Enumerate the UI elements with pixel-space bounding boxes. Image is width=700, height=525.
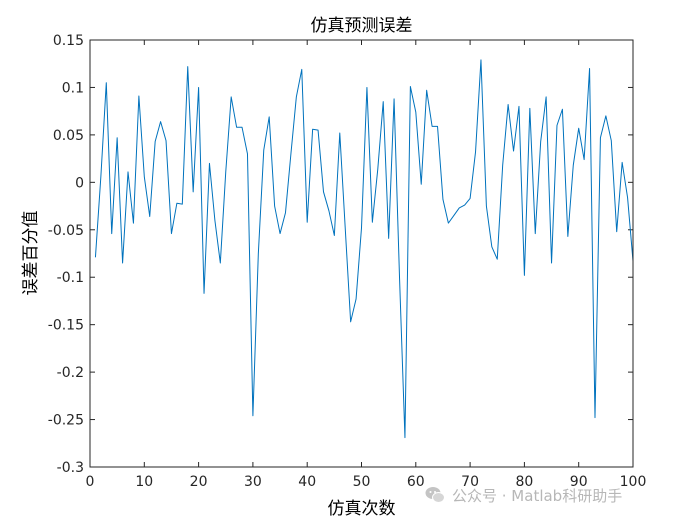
x-axis-label: 仿真次数: [328, 499, 396, 519]
x-tick-label: 10: [135, 474, 153, 490]
x-tick-label: 60: [407, 474, 425, 490]
x-tick-label: 100: [620, 474, 647, 490]
y-tick-label: -0.2: [57, 365, 84, 381]
x-tick-label: 30: [244, 474, 262, 490]
y-tick-label: -0.25: [48, 413, 84, 429]
y-axis-label: 误差百分值: [21, 211, 41, 296]
y-tick-label: 0.15: [53, 33, 84, 49]
axes-box: [89, 39, 634, 468]
series-line: [94, 59, 634, 439]
watermark-text: 公众号 · Matlab科研助手: [452, 486, 623, 505]
plot-area: [90, 40, 633, 467]
x-tick-label: 50: [353, 474, 371, 490]
x-tick-label: 20: [190, 474, 208, 490]
y-tick-label: 0.1: [62, 80, 84, 96]
x-tick-label: 0: [86, 474, 95, 490]
wechat-icon: [425, 487, 445, 503]
y-tick-label: -0.1: [57, 270, 84, 286]
y-tick-label: -0.15: [48, 318, 84, 334]
x-tick-label: 70: [461, 474, 479, 490]
x-tick-label: 40: [298, 474, 316, 490]
watermark: 公众号 · Matlab科研助手: [424, 483, 622, 507]
y-tick-label: 0.05: [53, 128, 84, 144]
y-tick-label: -0.05: [48, 223, 84, 239]
x-tick-label: 80: [515, 474, 533, 490]
x-tick-label: 90: [570, 474, 588, 490]
y-tick-label: -0.3: [57, 460, 84, 476]
tick-labels: 0 10 20 30 40 50 60 70 80 90 100 -0.3 -0.25 -0.2 -0.15…: [48, 33, 647, 490]
y-tick-label: 0: [75, 175, 84, 191]
chart-title: 仿真预测误差: [311, 16, 413, 36]
